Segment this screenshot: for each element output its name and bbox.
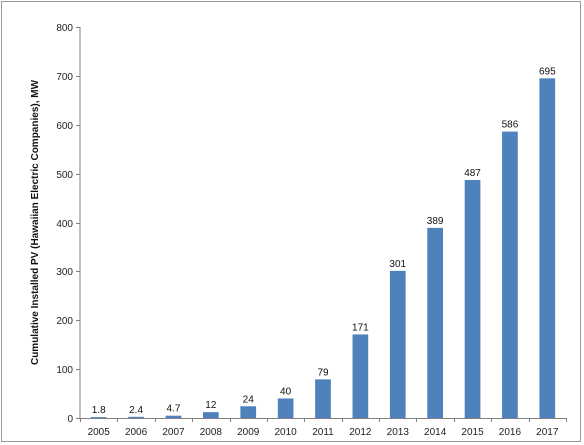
y-axis: 0 100 200 300 400 500 600 700 800 [56,23,81,425]
data-label-2008: 12 [205,400,217,411]
bar-2012 [352,334,369,418]
y-tick-label: 100 [56,365,73,376]
y-tick-label: 500 [56,170,73,181]
x-tick-label-2008: 2008 [200,427,223,438]
bar-2014 [427,227,444,418]
x-tick-label-2012: 2012 [349,427,372,438]
x-tick-label-2010: 2010 [274,427,297,438]
bar-2011 [315,379,331,418]
bar-2017 [539,78,556,418]
data-label-2013: 301 [389,259,406,270]
y-tick-label: 200 [56,316,73,327]
y-tick-label: 700 [56,72,73,83]
y-tick-label: 300 [56,267,73,278]
x-tick-label-2016: 2016 [499,427,522,438]
bar-2008 [202,412,219,418]
y-axis-title: Cumulative Installed PV (Hawaiian Electr… [30,79,41,365]
bar-2009 [240,406,257,418]
bars-group [90,78,556,418]
data-label-2012: 171 [352,322,369,333]
data-label-2010: 40 [280,386,292,397]
bar-2006 [128,416,144,418]
data-label-2009: 24 [243,394,255,405]
data-label-2011: 79 [317,367,329,378]
x-tick-label-2007: 2007 [162,427,185,438]
bar-2016 [502,131,518,418]
x-tick-label-2014: 2014 [424,427,447,438]
data-labels-group: 1.8 2.4 4.7 12 24 40 79 171 301 389 487 586 695 [92,66,556,416]
x-tick-label-2009: 2009 [237,427,260,438]
data-label-2005: 1.8 [92,405,106,416]
x-tick-label-2015: 2015 [461,427,484,438]
bar-2005 [90,417,107,418]
y-tick-label: 600 [56,121,73,132]
data-label-2017: 695 [539,66,556,77]
bar-2015 [464,179,481,418]
y-tick-label: 800 [56,23,73,34]
x-tick-label-2011: 2011 [312,427,334,438]
bar-2010 [277,398,294,418]
x-tick-label-2013: 2013 [387,427,410,438]
bar-2007 [165,415,182,418]
data-label-2006: 2.4 [129,405,143,416]
x-tick-label-2006: 2006 [125,427,148,438]
data-label-2007: 4.7 [167,404,181,415]
x-tick-label-2005: 2005 [88,427,111,438]
y-tick-label: 400 [56,219,73,230]
data-label-2015: 487 [464,168,481,179]
data-label-2014: 389 [427,216,444,227]
data-label-2016: 586 [502,120,519,131]
x-tick-label-2017: 2017 [536,427,559,438]
bar-2013 [389,270,406,418]
x-axis: 2005 2006 2007 2008 2009 2010 2011 2012 2013 2014… [80,418,567,438]
y-tick-label: 0 [67,414,73,425]
